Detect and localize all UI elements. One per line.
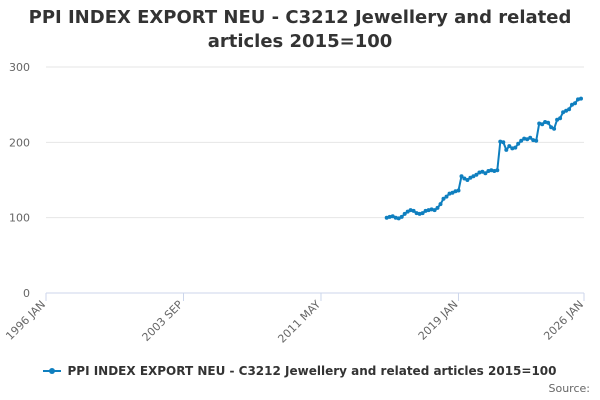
data-point[interactable] — [387, 214, 392, 219]
data-point[interactable] — [462, 176, 467, 181]
data-point[interactable] — [549, 125, 554, 130]
data-point[interactable] — [468, 175, 473, 180]
x-tick-label: 2019 JAN — [416, 298, 461, 343]
y-tick-label: 100 — [9, 212, 30, 225]
data-point[interactable] — [537, 121, 542, 126]
data-point[interactable] — [531, 138, 536, 143]
data-point[interactable] — [513, 145, 518, 150]
chart-title: PPI INDEX EXPORT NEU - C3212 Jewellery a… — [28, 7, 572, 52]
data-point[interactable] — [411, 208, 416, 213]
data-point[interactable] — [450, 190, 455, 195]
data-point[interactable] — [555, 117, 560, 122]
data-point[interactable] — [498, 139, 503, 144]
data-point[interactable] — [495, 168, 500, 173]
data-point[interactable] — [552, 126, 557, 131]
y-tick-label: 200 — [9, 136, 30, 149]
data-point[interactable] — [567, 107, 572, 112]
data-point[interactable] — [438, 202, 443, 207]
data-point[interactable] — [558, 116, 563, 121]
data-point[interactable] — [543, 120, 548, 124]
data-point[interactable] — [519, 138, 524, 143]
x-tick-label: 1996 JAN — [3, 298, 48, 343]
x-tick-label: 2011 MAY — [275, 298, 323, 346]
data-point[interactable] — [432, 208, 437, 213]
data-point[interactable] — [444, 194, 449, 199]
data-point[interactable] — [522, 136, 527, 141]
data-point[interactable] — [399, 214, 404, 219]
x-tick-label: 2003 SEP — [140, 298, 186, 344]
data-point[interactable] — [471, 174, 476, 179]
data-point[interactable] — [492, 169, 497, 173]
data-point[interactable] — [573, 101, 577, 106]
data-point[interactable] — [540, 122, 545, 127]
data-point[interactable] — [477, 170, 482, 175]
data-point[interactable] — [423, 208, 428, 213]
series-line — [386, 97, 582, 220]
legend-label: PPI INDEX EXPORT NEU - C3212 Jewellery a… — [67, 364, 557, 378]
data-point[interactable] — [402, 211, 407, 216]
data-point[interactable] — [393, 215, 398, 220]
data-point[interactable] — [483, 171, 488, 176]
data-point[interactable] — [525, 137, 530, 142]
credits[interactable]: Source: — [548, 382, 591, 395]
data-point[interactable] — [414, 211, 419, 216]
data-point[interactable] — [507, 144, 512, 149]
data-point[interactable] — [564, 108, 569, 113]
data-point[interactable] — [435, 205, 440, 210]
data-point[interactable] — [504, 147, 509, 152]
legend-swatch-icon — [43, 366, 62, 376]
data-point[interactable] — [489, 168, 494, 173]
data-point[interactable] — [447, 191, 452, 196]
data-point[interactable] — [465, 178, 470, 182]
data-point[interactable] — [516, 141, 521, 146]
y-tick-label: 0 — [23, 287, 30, 300]
data-point[interactable] — [441, 196, 446, 201]
data-point[interactable] — [528, 135, 533, 140]
y-tick-label: 300 — [9, 61, 30, 74]
data-point[interactable] — [501, 140, 506, 145]
data-point[interactable] — [459, 174, 464, 179]
data-point[interactable] — [408, 208, 413, 213]
data-point[interactable] — [396, 216, 401, 221]
data-point[interactable] — [420, 211, 425, 216]
data-point[interactable] — [570, 102, 574, 107]
data-point[interactable] — [474, 172, 479, 177]
data-point[interactable] — [390, 214, 395, 219]
data-point[interactable] — [456, 188, 461, 193]
legend[interactable]: PPI INDEX EXPORT NEU - C3212 Jewellery a… — [0, 364, 600, 379]
data-point[interactable] — [534, 138, 539, 143]
legend-item[interactable]: PPI INDEX EXPORT NEU - C3212 Jewellery a… — [43, 364, 557, 378]
data-point[interactable] — [426, 208, 431, 213]
data-point[interactable] — [546, 120, 551, 125]
series-group — [384, 96, 583, 221]
data-point[interactable] — [480, 169, 485, 174]
data-point[interactable] — [579, 96, 583, 101]
data-point[interactable] — [561, 110, 566, 115]
data-point[interactable] — [510, 146, 515, 151]
data-point[interactable] — [429, 207, 434, 212]
data-point[interactable] — [453, 189, 458, 194]
y-axis-ticks: 0 100 200 300 — [9, 61, 30, 300]
data-point[interactable] — [417, 211, 422, 216]
data-point[interactable] — [384, 215, 389, 220]
x-tick-label: 2026 JAN — [541, 298, 586, 343]
x-axis-ticks: 1996 JAN 2003 SEP 2011 MAY 2019 JAN 2026 JAN — [3, 293, 586, 346]
data-point[interactable] — [576, 97, 580, 102]
gridlines — [46, 66, 584, 219]
